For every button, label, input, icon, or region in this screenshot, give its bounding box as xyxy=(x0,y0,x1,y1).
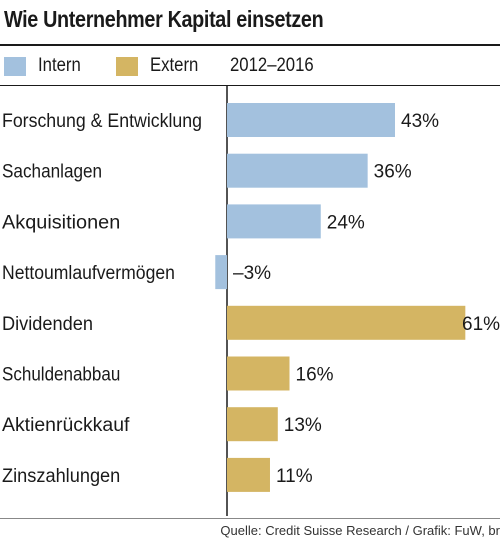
category-label: Akquisitionen xyxy=(2,212,120,233)
legend-swatch-intern xyxy=(4,56,26,76)
legend-label-intern: Intern xyxy=(38,55,81,76)
category-label: Sachanlagen xyxy=(2,162,102,183)
category-label: Forschung & Entwicklung xyxy=(2,111,202,132)
bar-chart: Forschung & Entwicklung 43% Sachanlagen 36%… xyxy=(2,86,500,516)
bar-intern xyxy=(227,103,395,137)
legend-item-intern: Intern xyxy=(4,55,87,77)
legend: Intern Extern 2012–2016 xyxy=(0,55,500,79)
bar-intern xyxy=(215,255,227,290)
value-label: 36% xyxy=(374,162,412,183)
source-note: Quelle: Credit Suisse Research / Grafik:… xyxy=(220,523,500,538)
legend-period: 2012–2016 xyxy=(230,55,325,77)
legend-rule xyxy=(0,85,500,86)
bar-extern xyxy=(227,356,290,391)
value-label: –3% xyxy=(233,263,271,284)
bar-intern xyxy=(227,153,368,188)
category-label: Zinszahlungen xyxy=(2,466,120,487)
value-label: 16% xyxy=(296,365,334,386)
category-label: Aktienrückkauf xyxy=(2,415,130,436)
title-rule xyxy=(0,44,500,46)
value-label: 13% xyxy=(284,415,322,436)
chart-title: Wie Unternehmer Kapital einsetzen xyxy=(4,6,324,32)
value-label: 11% xyxy=(276,466,313,487)
footer-rule xyxy=(0,518,500,519)
legend-period-label: 2012–2016 xyxy=(230,55,314,76)
bar-extern xyxy=(227,407,278,442)
bar-extern xyxy=(227,457,270,492)
legend-label-extern: Extern xyxy=(150,55,199,76)
value-label: 24% xyxy=(327,212,365,233)
bar-extern xyxy=(227,305,466,340)
legend-swatch-extern xyxy=(116,56,138,76)
legend-item-extern: Extern xyxy=(116,55,205,77)
bar-intern xyxy=(227,204,321,239)
value-label: 43% xyxy=(401,111,439,132)
category-label: Nettoumlaufvermögen xyxy=(2,263,175,284)
value-label: 61% xyxy=(462,314,500,335)
category-label: Schuldenabbau xyxy=(2,365,120,386)
category-label: Dividenden xyxy=(2,314,93,335)
